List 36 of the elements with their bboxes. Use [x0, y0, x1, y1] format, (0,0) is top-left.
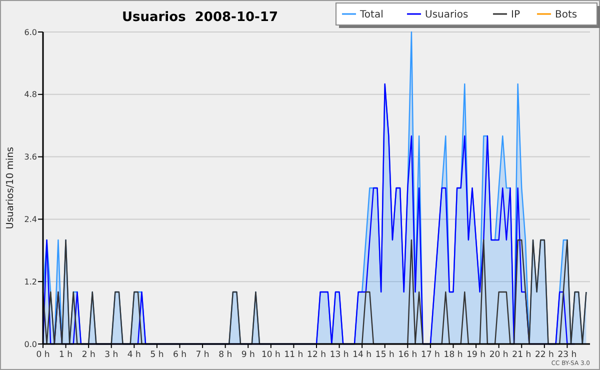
x-tick-label: 22 h — [534, 350, 554, 360]
x-tick-label: 14 h — [352, 350, 372, 360]
legend-label: IP — [511, 10, 520, 20]
y-axis-title: Usuarios/10 mins — [5, 146, 16, 230]
x-tick-label: 19 h — [466, 350, 486, 360]
legend-label: Total — [359, 10, 384, 20]
y-tick-label: 1.2 — [24, 277, 37, 286]
x-tick-label: 7 h — [196, 350, 210, 360]
x-tick-label: 12 h — [307, 350, 326, 360]
x-tick-label: 10 h — [261, 350, 280, 360]
x-tick-label: 17 h — [421, 350, 440, 360]
x-tick-label: 5 h — [150, 350, 164, 360]
y-tick-label: 3.6 — [24, 152, 37, 162]
legend-label: Usuarios — [425, 10, 468, 20]
x-tick-label: 3 h — [104, 350, 118, 360]
x-tick-label: 15 h — [375, 350, 394, 360]
x-tick-label: 20 h — [489, 350, 508, 360]
x-tick-label: 2 h — [82, 350, 96, 360]
x-tick-label: 9 h — [241, 350, 255, 360]
x-tick-label: 21 h — [512, 350, 532, 360]
y-tick-label: 2.4 — [24, 215, 37, 224]
x-tick-label: 0 h — [36, 350, 50, 360]
y-tick-label: 4.8 — [24, 90, 37, 100]
y-tick-label: 0.0 — [24, 340, 37, 349]
x-tick-label: 13 h — [330, 350, 349, 360]
x-tick-label: 11 h — [284, 350, 304, 360]
x-tick-label: 23 h — [558, 350, 577, 360]
y-tick-label: 6.0 — [24, 28, 37, 37]
x-tick-label: 1 h — [59, 350, 73, 360]
x-tick-label: 6 h — [173, 350, 186, 360]
x-tick-label: 16 h — [398, 350, 418, 360]
x-tick-label: 18 h — [444, 350, 463, 360]
x-tick-label: 4 h — [127, 350, 141, 360]
x-tick-label: 8 h — [218, 350, 232, 360]
chart-title: Usuarios 2008-10-17 — [122, 10, 278, 25]
legend-label: Bots — [555, 10, 578, 20]
